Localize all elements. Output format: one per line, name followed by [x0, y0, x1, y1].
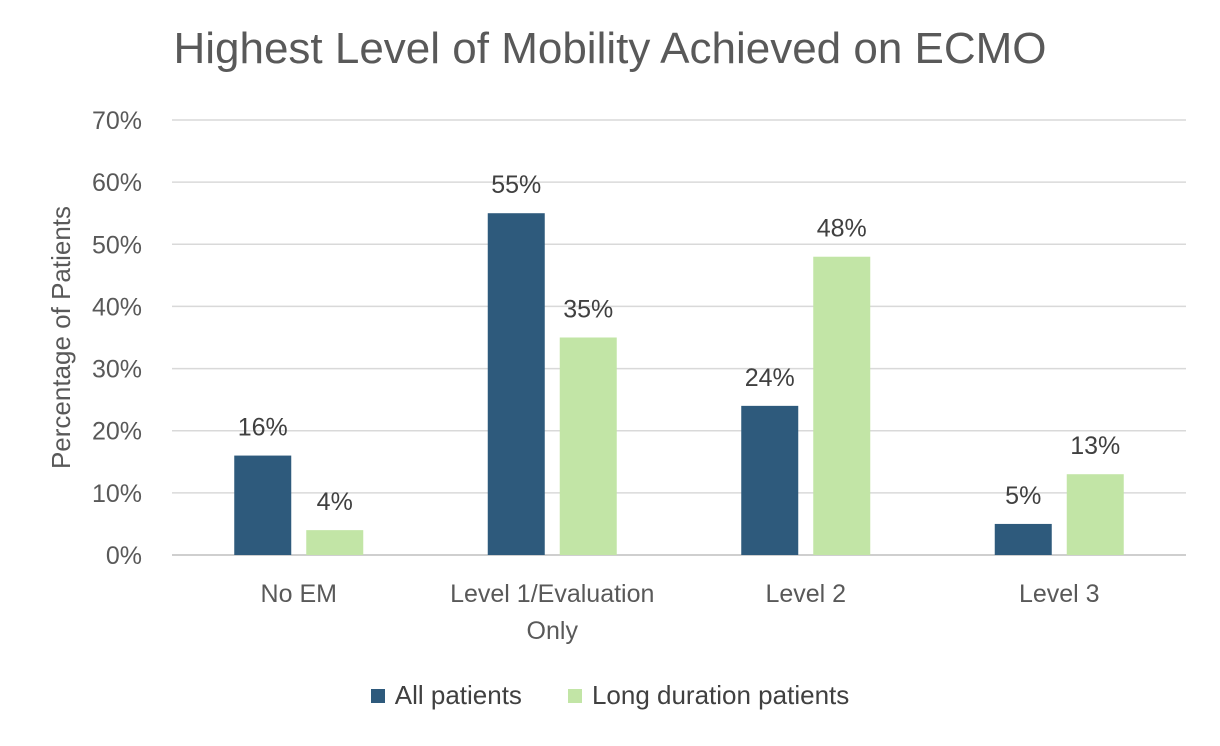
y-tick-label: 40% — [92, 293, 142, 321]
bar-all-patients — [487, 213, 545, 555]
y-tick-label: 60% — [92, 169, 142, 197]
legend: All patients Long duration patients — [0, 680, 1220, 711]
data-label: 48% — [817, 215, 867, 243]
bar-all-patients — [234, 455, 292, 555]
legend-item-all-patients: All patients — [370, 680, 522, 711]
x-tick-label: No EM — [261, 580, 337, 608]
data-label: 4% — [317, 488, 353, 516]
legend-item-long-duration-patients: Long duration patients — [567, 680, 850, 711]
bar-long-duration — [813, 256, 871, 555]
x-tick-label: Level 3 — [1019, 580, 1100, 608]
bar-all-patients — [741, 405, 799, 555]
data-label: 35% — [563, 296, 613, 324]
bar-long-duration — [306, 530, 364, 555]
y-tick-label: 20% — [92, 418, 142, 446]
x-tick-label: Level 1/Evaluation — [450, 580, 654, 608]
legend-label-long-duration-patients: Long duration patients — [591, 680, 850, 710]
y-tick-label: 50% — [92, 231, 142, 259]
bar-all-patients — [994, 523, 1052, 555]
bar-long-duration — [1066, 474, 1124, 555]
data-label: 55% — [491, 171, 541, 199]
x-tick-label: Level 2 — [765, 580, 846, 608]
y-axis-title: Percentage of Patients — [46, 206, 76, 469]
x-tick-label: Only — [527, 617, 579, 645]
legend-swatch-all-patients — [370, 688, 385, 703]
legend-label-all-patients: All patients — [394, 680, 522, 710]
legend-swatch-long-duration-patients — [567, 688, 582, 703]
data-label: 24% — [745, 364, 795, 392]
y-tick-label: 0% — [106, 542, 142, 570]
y-tick-label: 30% — [92, 356, 142, 384]
bar-long-duration — [559, 337, 617, 555]
y-tick-label: 70% — [92, 107, 142, 135]
data-label: 16% — [238, 414, 288, 442]
data-label: 13% — [1070, 432, 1120, 460]
y-tick-label: 10% — [92, 480, 142, 508]
chart-title: Highest Level of Mobility Achieved on EC… — [173, 24, 1047, 73]
data-label: 5% — [1005, 482, 1041, 510]
